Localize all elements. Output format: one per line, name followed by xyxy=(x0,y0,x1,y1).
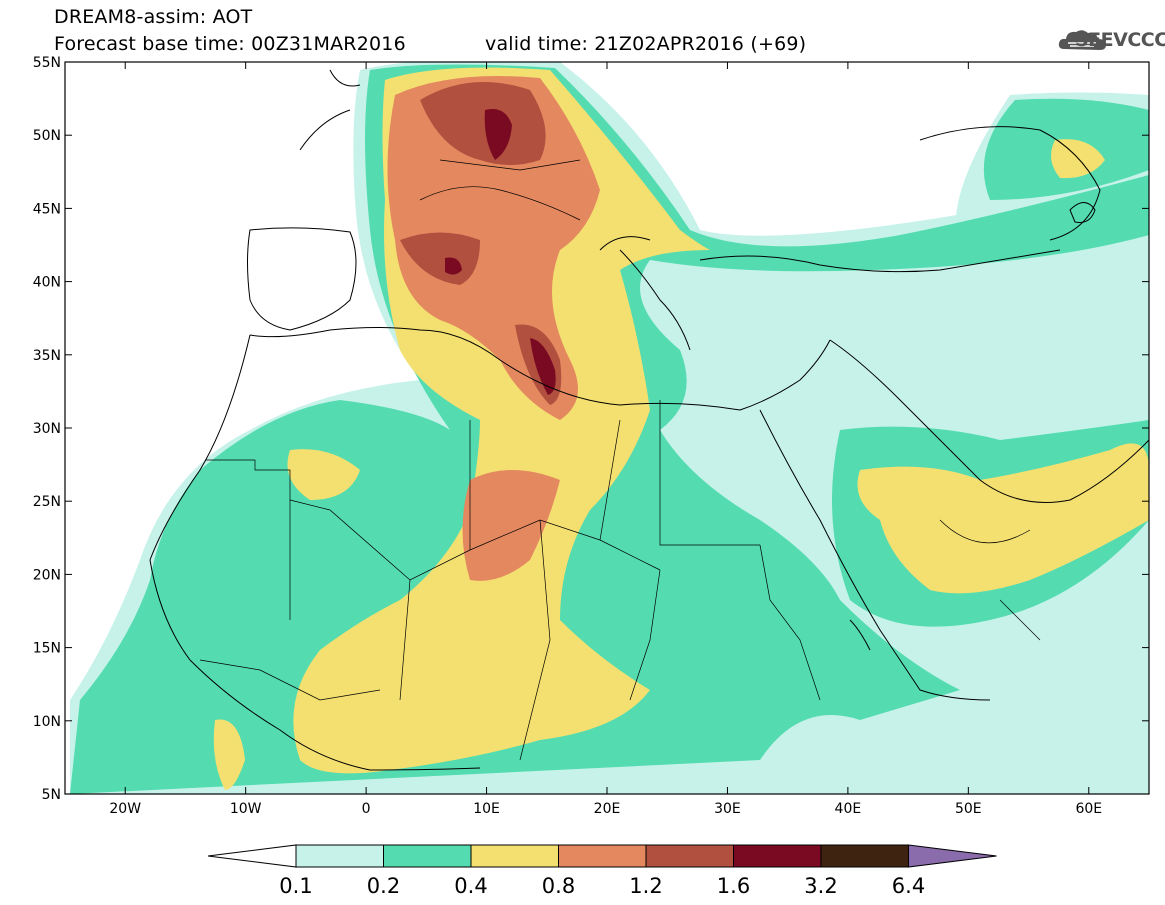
lat-label: 20N xyxy=(33,567,61,583)
colorbar-over-arrow xyxy=(908,844,997,868)
lat-label: 45N xyxy=(33,201,61,217)
aot-field xyxy=(65,62,1149,794)
colorbar-level-label: 0.8 xyxy=(542,874,575,898)
axis-ticks xyxy=(65,61,1149,795)
colorbar-under-arrow xyxy=(207,844,297,868)
lon-label: 60E xyxy=(1075,801,1102,817)
colorbar-labels: 0.1 0.2 0.4 0.8 1.2 1.6 3.2 6.4 xyxy=(279,874,925,898)
colorbar-level-label: 3.2 xyxy=(804,874,837,898)
colorbar-swatch xyxy=(645,844,734,868)
chart-title: DREAM8-assim: AOT xyxy=(54,6,253,28)
lon-label: 40E xyxy=(835,801,862,817)
lat-label: 55N xyxy=(33,55,61,71)
lon-label: 50E xyxy=(955,801,982,817)
colorbar-level-label: 0.4 xyxy=(454,874,487,898)
lat-label: 15N xyxy=(33,641,61,657)
aot-level-0.8 xyxy=(387,76,600,581)
colorbar-swatch xyxy=(733,844,822,868)
lon-label: 10E xyxy=(473,801,500,817)
lon-label: 0 xyxy=(362,801,371,817)
colorbar-level-label: 0.2 xyxy=(367,874,400,898)
colorbar-level-label: 0.1 xyxy=(279,874,312,898)
lat-label: 30N xyxy=(33,421,61,437)
colorbar-swatch xyxy=(295,844,384,868)
colorbar-level-label: 1.2 xyxy=(629,874,662,898)
colorbar-swatch xyxy=(820,844,909,868)
forecast-base-time: Forecast base time: 00Z31MAR2016 xyxy=(54,33,406,55)
lon-label: 20W xyxy=(109,801,141,817)
colorbar-level-label: 6.4 xyxy=(892,874,925,898)
lon-label: 30E xyxy=(714,801,741,817)
lat-label: 50N xyxy=(33,128,61,144)
lat-label: 10N xyxy=(33,714,61,730)
lon-label: 20E xyxy=(594,801,621,817)
axis-labels: 55N 50N 45N 40N 35N 30N 25N 20N 15N 10N 5N 20W 10W 0 1… xyxy=(33,55,1102,817)
lat-label: 35N xyxy=(33,348,61,364)
colorbar-swatch xyxy=(470,844,559,868)
cloud-icon xyxy=(1058,30,1106,50)
coastlines xyxy=(149,69,1149,771)
logo-text: SEEVCCC xyxy=(1075,29,1165,51)
lat-label: 40N xyxy=(33,275,61,291)
valid-time: valid time: 21Z02APR2016 (+69) xyxy=(485,33,807,55)
lat-label: 5N xyxy=(42,787,61,803)
colorbar-swatch xyxy=(383,844,472,868)
aot-level-1.6 xyxy=(445,109,556,395)
colorbar-swatches xyxy=(207,844,997,868)
colorbar-swatch xyxy=(558,844,647,868)
lat-label: 25N xyxy=(33,494,61,510)
colorbar-level-label: 1.6 xyxy=(717,874,750,898)
country-borders xyxy=(199,159,1041,761)
lon-label: 10W xyxy=(230,801,262,817)
